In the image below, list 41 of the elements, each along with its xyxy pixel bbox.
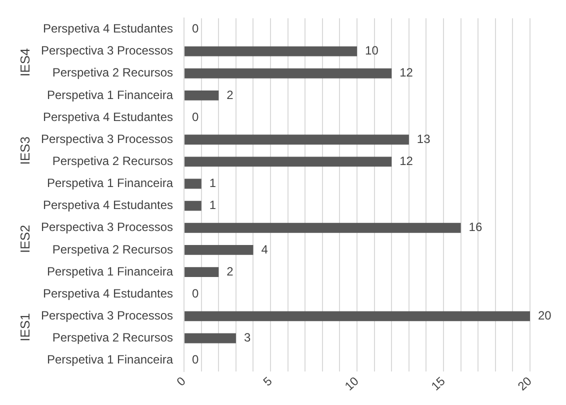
y-tick-label: Perspectiva 3 Processos bbox=[40, 308, 174, 322]
data-label: 12 bbox=[400, 66, 414, 80]
data-label: 3 bbox=[244, 330, 251, 345]
data-label: 2 bbox=[226, 88, 234, 102]
y-tick-label: Perspetiva 2 Recursos bbox=[52, 242, 174, 256]
data-label: 12 bbox=[400, 154, 414, 168]
data-label: 0 bbox=[192, 110, 200, 124]
x-tick-label: 15 bbox=[428, 374, 448, 394]
y-tick-label: Perspetiva 1 Financeira bbox=[46, 176, 174, 190]
x-tick-label: 20 bbox=[514, 374, 535, 394]
y-tick-label: Perspectiva 3 Processos bbox=[40, 132, 174, 146]
data-label: 10 bbox=[365, 44, 379, 58]
y-tick-label: Perspetiva 1 Financeira bbox=[46, 88, 174, 102]
text: IES1 bbox=[18, 313, 33, 342]
x-tick-label: 10 bbox=[342, 374, 362, 394]
y-tick-label: Perspetiva 2 Recursos bbox=[52, 66, 174, 80]
data-label: 0 bbox=[192, 286, 200, 300]
text: IES2 bbox=[18, 224, 33, 254]
data-label: 16 bbox=[468, 220, 482, 234]
data-label: 4 bbox=[261, 242, 268, 256]
y-tick-label: Perspetiva 2 Recursos bbox=[52, 330, 174, 345]
data-label: 1 bbox=[209, 176, 216, 190]
text: IES4 bbox=[18, 48, 33, 76]
y-tick-label: Perspetiva 2 Recursos bbox=[52, 154, 174, 168]
data-label: 1 bbox=[209, 198, 216, 212]
y-tick-label: Perspetiva 1 Financeira bbox=[46, 352, 174, 367]
data-label: 0 bbox=[192, 22, 200, 36]
x-tick-label: 5 bbox=[260, 374, 276, 389]
data-label: 2 bbox=[226, 264, 234, 278]
y-tick-label: Perspetiva 4 Estudantes bbox=[42, 286, 174, 300]
y-tick-label: Perspetiva 1 Financeira bbox=[46, 264, 174, 278]
x-tick-label: 0 bbox=[174, 374, 189, 389]
data-label: 20 bbox=[538, 308, 552, 322]
data-label: 0 bbox=[192, 352, 200, 367]
y-tick-label: Perspetiva 4 Estudantes bbox=[42, 22, 174, 36]
y-tick-label: Perspectiva 3 Processos bbox=[40, 44, 174, 58]
y-tick-label: Perspetiva 4 Estudantes bbox=[42, 198, 174, 212]
y-tick-label: Perspetiva 4 Estudantes bbox=[42, 110, 174, 124]
y-tick-label: Perspectiva 3 Processos bbox=[40, 220, 174, 234]
data-label: 13 bbox=[416, 132, 431, 146]
text: IES3 bbox=[18, 136, 33, 165]
